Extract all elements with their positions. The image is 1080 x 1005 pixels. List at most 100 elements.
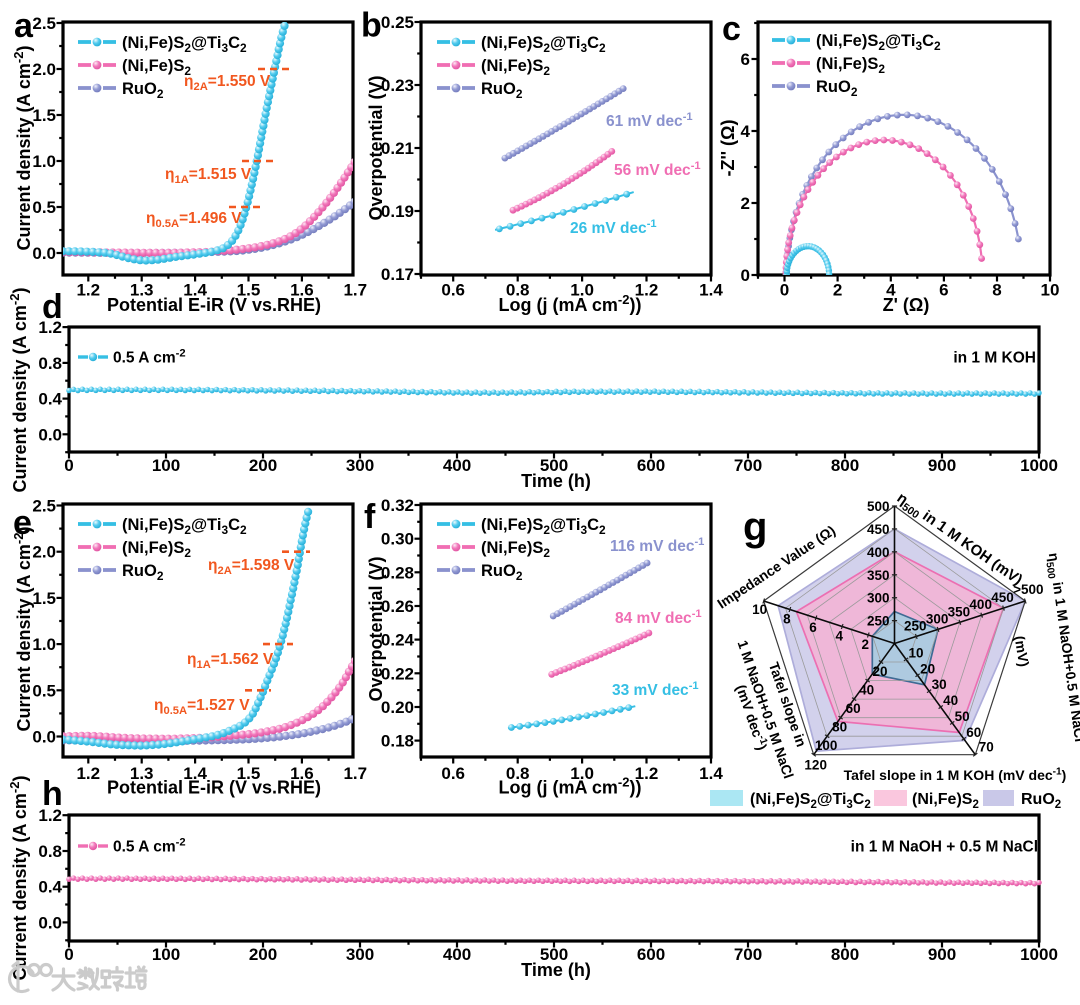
svg-text:700: 700	[734, 456, 762, 475]
svg-text:Log (j (mA cm-2)): Log (j (mA cm-2))	[499, 292, 642, 315]
svg-text:0.19: 0.19	[381, 202, 414, 221]
svg-text:26 mV dec-1: 26 mV dec-1	[570, 218, 657, 237]
svg-text:20: 20	[872, 664, 887, 679]
svg-text:2.0: 2.0	[32, 60, 56, 79]
svg-text:1.6: 1.6	[290, 764, 314, 783]
svg-text:(Ni,Fe)S2@Ti3C2: (Ni,Fe)S2@Ti3C2	[481, 516, 606, 537]
svg-text:4: 4	[886, 281, 896, 300]
svg-text:0.22: 0.22	[381, 664, 414, 683]
svg-text:in 1 M KOH: in 1 M KOH	[953, 350, 1036, 367]
svg-text:0.23: 0.23	[381, 76, 414, 95]
svg-text:(Ni,Fe)S2@Ti3C2: (Ni,Fe)S2@Ti3C2	[122, 34, 247, 55]
svg-text:2.5: 2.5	[32, 14, 56, 33]
svg-text:600: 600	[637, 456, 665, 475]
svg-text:250: 250	[867, 614, 890, 629]
svg-text:800: 800	[831, 945, 859, 964]
svg-text:8: 8	[783, 612, 791, 627]
svg-text:500: 500	[540, 945, 568, 964]
svg-text:0: 0	[64, 945, 73, 964]
svg-text:2.5: 2.5	[32, 497, 56, 516]
svg-text:>500: >500	[1013, 582, 1043, 597]
svg-text:0.8: 0.8	[506, 281, 530, 300]
svg-text:1.0: 1.0	[32, 635, 56, 654]
svg-text:-Z'' (Ω): -Z'' (Ω)	[718, 120, 738, 177]
svg-text:RuO2: RuO2	[816, 78, 858, 99]
svg-text:Current density (A cm-2): Current density (A cm-2)	[11, 527, 34, 732]
svg-text:1.2: 1.2	[76, 281, 100, 300]
svg-text:Time (h): Time (h)	[521, 471, 591, 491]
svg-text:0.0: 0.0	[38, 425, 62, 444]
svg-text:RuO2: RuO2	[122, 562, 164, 583]
svg-text:(Ni,Fe)S2@Ti3C2: (Ni,Fe)S2@Ti3C2	[816, 32, 941, 53]
svg-text:6: 6	[741, 50, 750, 69]
svg-text:g: g	[743, 505, 767, 549]
svg-text:(Ni,Fe)S2: (Ni,Fe)S2	[122, 539, 191, 560]
svg-text:0.8: 0.8	[506, 764, 530, 783]
svg-text:450: 450	[867, 522, 890, 537]
svg-text:450: 450	[991, 590, 1014, 605]
svg-text:60: 60	[966, 725, 981, 740]
svg-text:(Ni,Fe)S2: (Ni,Fe)S2	[122, 57, 191, 78]
svg-text:0.5: 0.5	[32, 198, 56, 217]
svg-text:0.0: 0.0	[32, 244, 56, 263]
svg-text:0.26: 0.26	[381, 597, 414, 616]
svg-text:4: 4	[741, 122, 751, 141]
svg-text:0.6: 0.6	[441, 281, 465, 300]
svg-text:0.5 A cm-2: 0.5 A cm-2	[113, 348, 186, 367]
svg-text:40: 40	[943, 693, 958, 708]
svg-text:RuO2: RuO2	[122, 80, 164, 101]
svg-text:1.3: 1.3	[130, 764, 154, 783]
svg-text:30: 30	[932, 677, 947, 692]
svg-text:1.2: 1.2	[38, 318, 62, 337]
svg-text:300: 300	[926, 611, 949, 626]
svg-text:Current density (A cm-2): Current density (A cm-2)	[7, 288, 30, 493]
svg-text:Overpotential (V): Overpotential (V)	[366, 75, 386, 220]
svg-text:1000: 1000	[1020, 456, 1058, 475]
svg-text:1.0: 1.0	[570, 764, 594, 783]
svg-text:8: 8	[992, 281, 1001, 300]
svg-text:h: h	[42, 775, 63, 813]
svg-text:2: 2	[833, 281, 842, 300]
svg-text:(Ni,Fe)S2: (Ni,Fe)S2	[481, 57, 550, 78]
svg-text:116 mV dec-1: 116 mV dec-1	[610, 536, 704, 555]
svg-text:(Ni,Fe)S2@Ti3C2: (Ni,Fe)S2@Ti3C2	[481, 34, 606, 55]
svg-text:0.28: 0.28	[381, 563, 414, 582]
svg-text:Time (h): Time (h)	[521, 960, 591, 980]
svg-text:700: 700	[734, 945, 762, 964]
svg-text:0.24: 0.24	[381, 631, 415, 650]
svg-text:84 mV dec-1: 84 mV dec-1	[615, 608, 702, 627]
svg-text:(Ni,Fe)S2: (Ni,Fe)S2	[816, 55, 885, 76]
svg-text:d: d	[42, 288, 63, 326]
svg-text:200: 200	[249, 456, 277, 475]
svg-text:350: 350	[867, 568, 890, 583]
svg-text:100: 100	[152, 456, 180, 475]
svg-text:0.8: 0.8	[38, 354, 62, 373]
svg-text:350: 350	[948, 604, 971, 619]
svg-text:56 mV dec-1: 56 mV dec-1	[614, 160, 701, 179]
svg-text:100: 100	[815, 738, 838, 753]
svg-text:1.7: 1.7	[343, 281, 367, 300]
svg-text:1.5: 1.5	[32, 106, 56, 125]
svg-text:1.2: 1.2	[38, 806, 62, 825]
svg-text:300: 300	[867, 591, 890, 606]
svg-text:50: 50	[955, 709, 970, 724]
svg-text:0.21: 0.21	[381, 139, 414, 158]
svg-text:η1A=1.562 V: η1A=1.562 V	[187, 651, 274, 671]
svg-text:0: 0	[780, 281, 789, 300]
svg-text:40: 40	[859, 683, 874, 698]
svg-text:(Ni,Fe)S2: (Ni,Fe)S2	[481, 539, 550, 560]
svg-text:(mV): (mV)	[1012, 635, 1033, 668]
svg-text:100: 100	[152, 945, 180, 964]
svg-text:80: 80	[832, 720, 847, 735]
svg-text:10: 10	[908, 645, 923, 660]
svg-text:e: e	[13, 504, 32, 542]
svg-text:η2A=1.550 V: η2A=1.550 V	[184, 73, 271, 93]
svg-text:in 1 M NaOH + 0.5 M NaCl: in 1 M NaOH + 0.5 M NaCl	[851, 839, 1038, 856]
svg-text:900: 900	[928, 456, 956, 475]
svg-text:Potential E-iR (V vs.RHE): Potential E-iR (V vs.RHE)	[107, 295, 321, 315]
svg-text:0.25: 0.25	[381, 13, 414, 32]
svg-text:1.5: 1.5	[237, 764, 261, 783]
svg-text:500: 500	[540, 456, 568, 475]
svg-text:η1A=1.515 V: η1A=1.515 V	[165, 166, 252, 186]
svg-text:0.4: 0.4	[38, 390, 62, 409]
